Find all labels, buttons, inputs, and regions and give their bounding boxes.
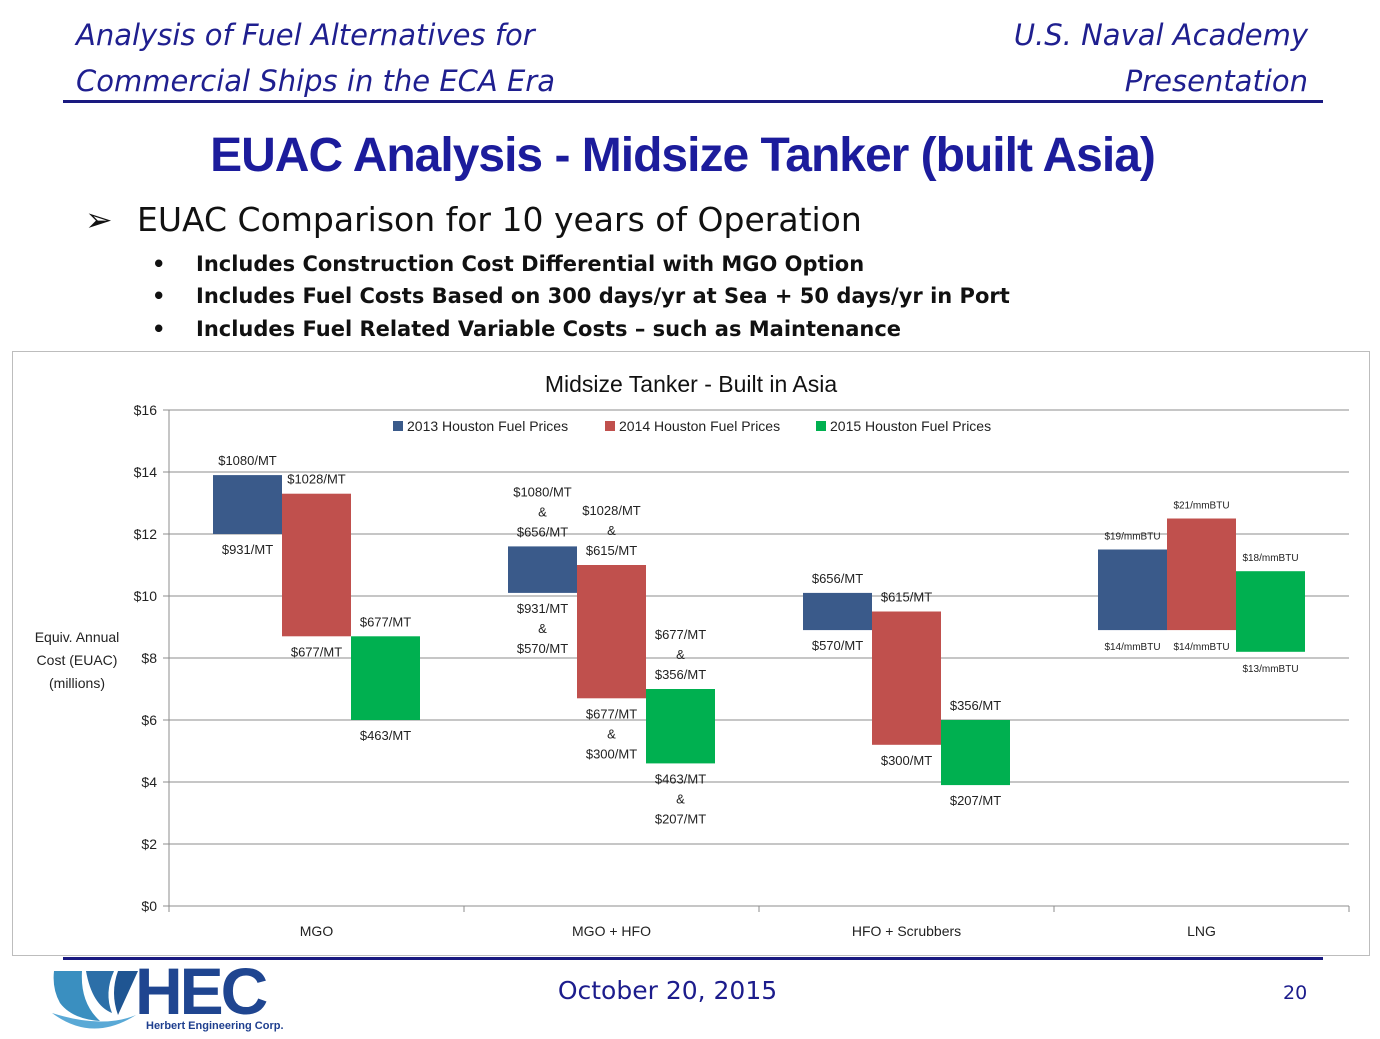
- slide-title: EUAC Analysis - Midsize Tanker (built As…: [210, 129, 1156, 182]
- range-bar: [941, 720, 1010, 786]
- y-tick-label: $2: [141, 836, 157, 852]
- legend-label: 2013 Houston Fuel Prices: [407, 418, 568, 434]
- legend-label: 2015 Houston Fuel Prices: [830, 418, 991, 434]
- logo-subtitle: Herbert Engineering Corp.: [146, 1020, 284, 1032]
- data-label: $14/mmBTU: [1173, 642, 1229, 653]
- footer-date: October 20, 2015: [557, 976, 778, 1005]
- data-label: $615/MT: [586, 543, 637, 558]
- data-label: $1080/MT: [218, 453, 277, 468]
- data-label: $300/MT: [586, 746, 637, 761]
- legend-swatch: [393, 421, 403, 431]
- range-bar: [1167, 518, 1236, 631]
- data-label: $356/MT: [950, 698, 1001, 713]
- header-divider: [63, 100, 1323, 103]
- sub-bullet-text: Includes Fuel Related Variable Costs – s…: [196, 317, 902, 341]
- data-label: $570/MT: [812, 638, 863, 653]
- range-bar: [213, 475, 282, 534]
- data-label: $463/MT: [655, 771, 706, 786]
- y-axis-label: Cost (EUAC): [37, 652, 118, 668]
- y-axis-label: (millions): [49, 675, 105, 691]
- header-left-line2: Commercial Ships in the ECA Era: [76, 64, 555, 98]
- y-axis-label: Equiv. Annual: [35, 629, 120, 645]
- data-label: $19/mmBTU: [1104, 532, 1160, 543]
- data-label: $21/mmBTU: [1173, 501, 1229, 512]
- data-label: $1028/MT: [582, 503, 641, 518]
- header-right-line2: Presentation: [1124, 64, 1308, 98]
- data-label: $1028/MT: [287, 472, 346, 487]
- y-tick-label: $4: [141, 774, 157, 790]
- chart-container: Midsize Tanker - Built in Asia $0 $2 $4 $6 $8…: [12, 351, 1370, 956]
- range-bar: [872, 611, 941, 745]
- y-tick-label: $0: [141, 898, 157, 914]
- data-label: &: [607, 726, 616, 741]
- data-label: $931/MT: [222, 542, 273, 557]
- data-label: $677/MT: [291, 644, 342, 659]
- legend-swatch: [816, 421, 826, 431]
- euac-chart: Midsize Tanker - Built in Asia $0 $2 $4 $6 $8…: [35, 371, 1350, 939]
- sub-bullet: • Includes Fuel Costs Based on 300 days/y…: [152, 284, 1010, 308]
- data-label: &: [538, 504, 547, 519]
- data-label: $677/MT: [655, 627, 706, 642]
- header-left-title: Analysis of Fuel Alternatives for Commer…: [76, 12, 555, 104]
- data-label: $18/mmBTU: [1242, 553, 1298, 564]
- data-label: &: [676, 647, 685, 662]
- data-label: $931/MT: [517, 601, 568, 616]
- x-tick-label: MGO + HFO: [572, 923, 651, 939]
- bullet-dot-icon: •: [152, 252, 166, 276]
- bullet-dot-icon: •: [152, 317, 166, 341]
- data-label: &: [676, 791, 685, 806]
- sub-bullet-text: Includes Fuel Costs Based on 300 days/yr…: [196, 284, 1010, 308]
- header-left-line1: Analysis of Fuel Alternatives for: [76, 18, 535, 52]
- y-tick-label: $14: [134, 464, 158, 480]
- data-label: $13/mmBTU: [1242, 664, 1298, 675]
- x-tick-label: HFO + Scrubbers: [852, 923, 961, 939]
- x-tick-label: LNG: [1187, 923, 1216, 939]
- header-right-line1: U.S. Naval Academy: [1013, 18, 1308, 52]
- data-label: $300/MT: [881, 753, 932, 768]
- arrow-bullet-icon: ➢: [85, 200, 113, 239]
- data-label: $14/mmBTU: [1104, 642, 1160, 653]
- data-label: $570/MT: [517, 641, 568, 656]
- data-label: $356/MT: [655, 667, 706, 682]
- sub-bullet: • Includes Fuel Related Variable Costs – …: [152, 317, 901, 341]
- range-bar: [646, 689, 715, 764]
- legend-swatch: [605, 421, 615, 431]
- data-label: &: [538, 621, 547, 636]
- data-label: $656/MT: [812, 571, 863, 586]
- bullet-dot-icon: •: [152, 284, 166, 308]
- legend-label: 2014 Houston Fuel Prices: [619, 418, 780, 434]
- y-tick-label: $8: [141, 650, 157, 666]
- range-bar: [351, 636, 420, 720]
- logo-wordmark: HEC: [135, 954, 268, 1028]
- main-bullet-text: EUAC Comparison for 10 years of Operatio…: [137, 200, 862, 239]
- data-label: $463/MT: [360, 728, 411, 743]
- sub-bullet: • Includes Construction Cost Differential…: [152, 252, 864, 276]
- data-label: $677/MT: [586, 706, 637, 721]
- y-tick-label: $12: [134, 526, 158, 542]
- data-label: $207/MT: [655, 811, 706, 826]
- range-bar: [577, 565, 646, 699]
- y-tick-label: $10: [134, 588, 158, 604]
- data-label: $207/MT: [950, 793, 1001, 808]
- x-tick-label: MGO: [300, 923, 334, 939]
- data-label: $656/MT: [517, 524, 568, 539]
- footer-divider: [63, 957, 1323, 960]
- y-tick-label: $6: [141, 712, 157, 728]
- data-label: &: [607, 523, 616, 538]
- main-bullet: ➢ EUAC Comparison for 10 years of Operati…: [85, 200, 862, 239]
- chart-title: Midsize Tanker - Built in Asia: [545, 371, 838, 397]
- sub-bullet-text: Includes Construction Cost Differential …: [196, 252, 865, 276]
- page-number: 20: [1283, 982, 1308, 1004]
- data-label: $615/MT: [881, 590, 932, 605]
- data-label: $677/MT: [360, 614, 411, 629]
- range-bar: [1098, 549, 1167, 631]
- range-bar: [508, 546, 577, 593]
- data-label: $1080/MT: [513, 484, 572, 499]
- range-bar: [282, 493, 351, 637]
- y-tick-label: $16: [134, 402, 158, 418]
- header-right-title: U.S. Naval Academy Presentation: [1014, 12, 1308, 104]
- range-bar: [803, 592, 872, 631]
- range-bar: [1236, 571, 1305, 652]
- hec-logo-icon: [52, 971, 138, 1029]
